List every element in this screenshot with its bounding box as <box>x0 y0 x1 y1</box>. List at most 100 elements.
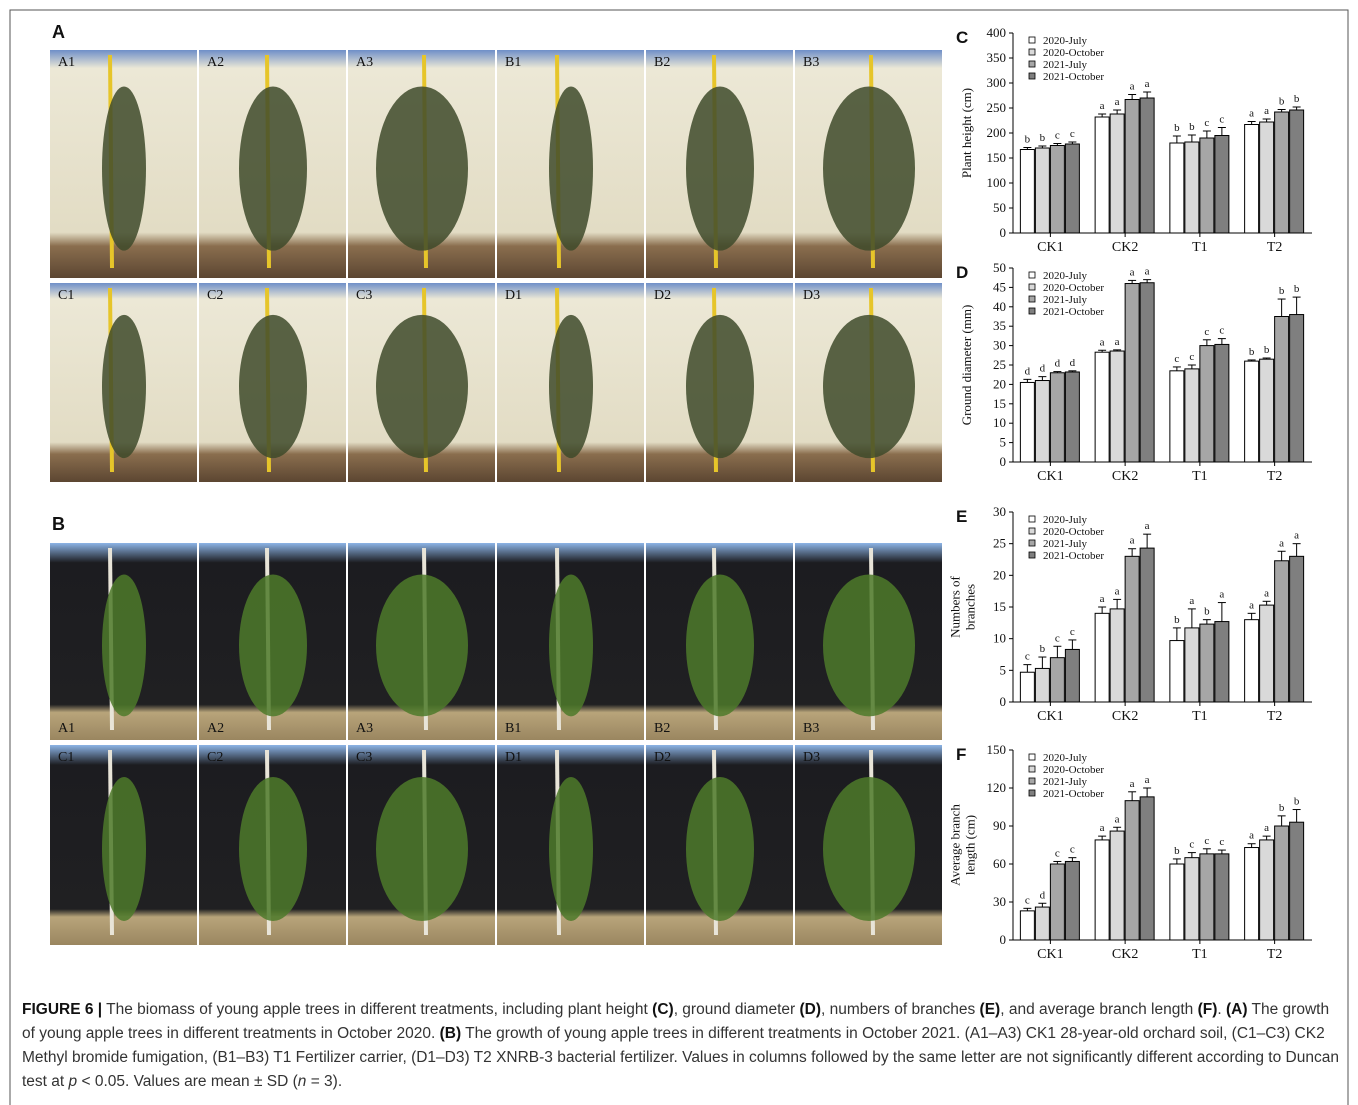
error-bar <box>1173 136 1181 143</box>
error-bar <box>1293 810 1301 823</box>
error-bar <box>1293 544 1301 557</box>
photo-label: B1 <box>505 721 521 736</box>
significance-letter: b <box>1294 796 1300 808</box>
error-bar <box>1218 128 1226 136</box>
significance-letter: b <box>1264 344 1270 356</box>
error-bar <box>1173 628 1181 641</box>
significance-letter: a <box>1130 778 1135 790</box>
bar <box>1275 826 1289 940</box>
x-tick-label: T1 <box>1192 469 1208 484</box>
error-bar <box>1278 299 1286 316</box>
x-tick-label: T2 <box>1267 709 1283 724</box>
y-tick-label: 5 <box>1000 435 1007 450</box>
significance-letter: c <box>1204 326 1209 338</box>
significance-letter: b <box>1189 121 1195 133</box>
y-tick-label: 25 <box>993 536 1006 551</box>
tree <box>686 86 754 250</box>
significance-letter: c <box>1189 839 1194 851</box>
significance-letter: c <box>1025 651 1030 663</box>
error-bar <box>1113 827 1121 831</box>
photo-label: C2 <box>207 750 223 765</box>
bar <box>1185 142 1199 233</box>
significance-letter: a <box>1100 100 1105 112</box>
legend-label: 2021-October <box>1043 71 1104 83</box>
significance-letter: b <box>1279 802 1285 814</box>
significance-letter: b <box>1174 845 1180 857</box>
error-bar <box>1278 551 1286 561</box>
significance-letter: b <box>1279 285 1285 297</box>
significance-letter: b <box>1249 346 1255 358</box>
significance-letter: b <box>1025 134 1031 146</box>
x-tick-label: CK1 <box>1037 709 1063 724</box>
tree <box>102 315 146 458</box>
tree <box>686 315 754 458</box>
significance-letter: a <box>1294 530 1299 542</box>
error-bar <box>1263 601 1271 605</box>
bar <box>1050 658 1064 702</box>
error-bar <box>1188 609 1196 628</box>
bar <box>1200 138 1214 233</box>
error-bar <box>1188 135 1196 142</box>
significance-letter: a <box>1219 589 1224 601</box>
x-tick-label: CK2 <box>1112 469 1138 484</box>
error-bar <box>1053 646 1061 657</box>
significance-letter: b <box>1294 93 1300 105</box>
y-axis-label: Plant height (cm) <box>959 88 974 178</box>
bar <box>1245 361 1259 462</box>
tree <box>239 315 307 458</box>
panel-letter: D <box>956 263 968 282</box>
x-tick-label: T2 <box>1267 240 1283 255</box>
caption-text: (D) <box>799 1001 821 1018</box>
caption-text: p <box>69 1073 78 1090</box>
y-axis-label: length (cm) <box>963 815 978 875</box>
y-tick-label: 10 <box>993 415 1006 430</box>
legend-swatch <box>1029 308 1035 314</box>
y-tick-label: 200 <box>987 125 1007 140</box>
caption-text: . <box>1217 1001 1226 1018</box>
caption-text: (F) <box>1198 1001 1218 1018</box>
legend-swatch <box>1029 766 1035 772</box>
significance-letter: c <box>1174 353 1179 365</box>
significance-letter: a <box>1264 587 1269 599</box>
significance-letter: b <box>1204 606 1210 618</box>
x-tick-label: T2 <box>1267 947 1283 962</box>
y-tick-label: 35 <box>993 318 1006 333</box>
caption-text: (C) <box>652 1001 674 1018</box>
tree <box>686 575 754 717</box>
significance-letter: c <box>1025 894 1030 906</box>
x-tick-label: CK1 <box>1037 469 1063 484</box>
error-bar <box>1068 640 1076 650</box>
photo-label: D2 <box>654 288 671 303</box>
y-axis-label: Average branch <box>948 804 963 886</box>
bar <box>1290 110 1304 233</box>
y-tick-label: 90 <box>993 818 1006 833</box>
legend-swatch <box>1029 296 1035 302</box>
tree <box>376 315 468 458</box>
error-bar <box>1188 853 1196 858</box>
bar <box>1200 854 1214 940</box>
tree <box>376 777 468 921</box>
bar <box>1290 315 1304 462</box>
error-bar <box>1248 613 1256 619</box>
bar <box>1140 283 1154 462</box>
x-tick-label: T1 <box>1192 240 1208 255</box>
significance-letter: c <box>1204 117 1209 129</box>
y-tick-label: 350 <box>987 50 1007 65</box>
significance-letter: c <box>1070 626 1075 638</box>
significance-letter: c <box>1219 325 1224 337</box>
bar <box>1020 911 1034 940</box>
error-bar <box>1218 339 1226 345</box>
bar <box>1200 346 1214 462</box>
tree <box>823 86 915 250</box>
y-tick-label: 30 <box>993 504 1006 519</box>
y-tick-label: 40 <box>993 299 1006 314</box>
error-bar <box>1248 844 1256 848</box>
error-bar <box>1098 836 1106 840</box>
significance-letter: c <box>1219 114 1224 126</box>
bar <box>1095 613 1109 702</box>
legend-label: 2021-July <box>1043 538 1088 550</box>
legend-label: 2020-July <box>1043 514 1088 526</box>
error-bar <box>1218 603 1226 622</box>
legend-swatch <box>1029 37 1035 43</box>
significance-letter: a <box>1249 830 1254 842</box>
